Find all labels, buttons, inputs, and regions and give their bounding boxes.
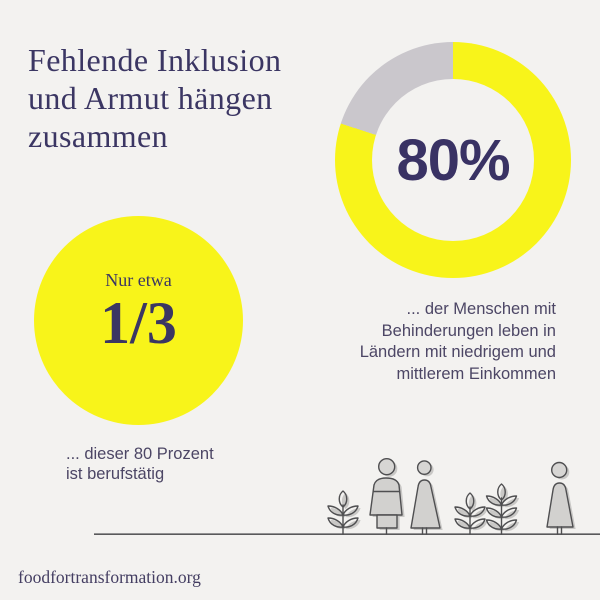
fraction-value: 1/3	[100, 290, 177, 356]
title-line: und Armut hängen	[28, 80, 273, 116]
page-title: Fehlende Inklusion und Armut hängen zusa…	[28, 41, 281, 155]
fraction-badge: Nur etwa 1/3	[34, 216, 243, 425]
title-line: Fehlende Inklusion	[28, 42, 282, 78]
donut-chart: 80%	[335, 42, 571, 278]
plant-icon	[327, 490, 359, 535]
caption-line: ... der Menschen mit	[406, 300, 556, 318]
fraction-label: Nur etwa	[105, 270, 172, 290]
caption-line: ... dieser 80 Prozent	[66, 445, 214, 463]
caption-line: Ländern mit niedrigem und	[359, 343, 556, 361]
person-icon	[369, 458, 403, 535]
plant-icon	[454, 492, 486, 535]
illustration-shadows	[330, 460, 576, 532]
person-icon	[546, 461, 574, 535]
caption-line: mittlerem Einkommen	[396, 364, 556, 383]
donut-center-value: 80%	[396, 127, 510, 193]
plant-icon	[485, 483, 518, 535]
donut-caption: ... der Menschen mit Behinderungen leben…	[326, 299, 556, 385]
fraction-caption: ... dieser 80 Prozent ist berufstätig	[66, 444, 214, 484]
people-plants-illustration	[94, 458, 600, 535]
caption-line: Behinderungen leben in	[381, 321, 556, 340]
donut-hole: 80%	[372, 79, 534, 241]
caption-line: ist berufstätig	[66, 465, 165, 483]
person-icon	[410, 460, 441, 535]
title-line: zusammen	[28, 118, 169, 154]
website-url: foodfortransformation.org	[18, 567, 201, 587]
